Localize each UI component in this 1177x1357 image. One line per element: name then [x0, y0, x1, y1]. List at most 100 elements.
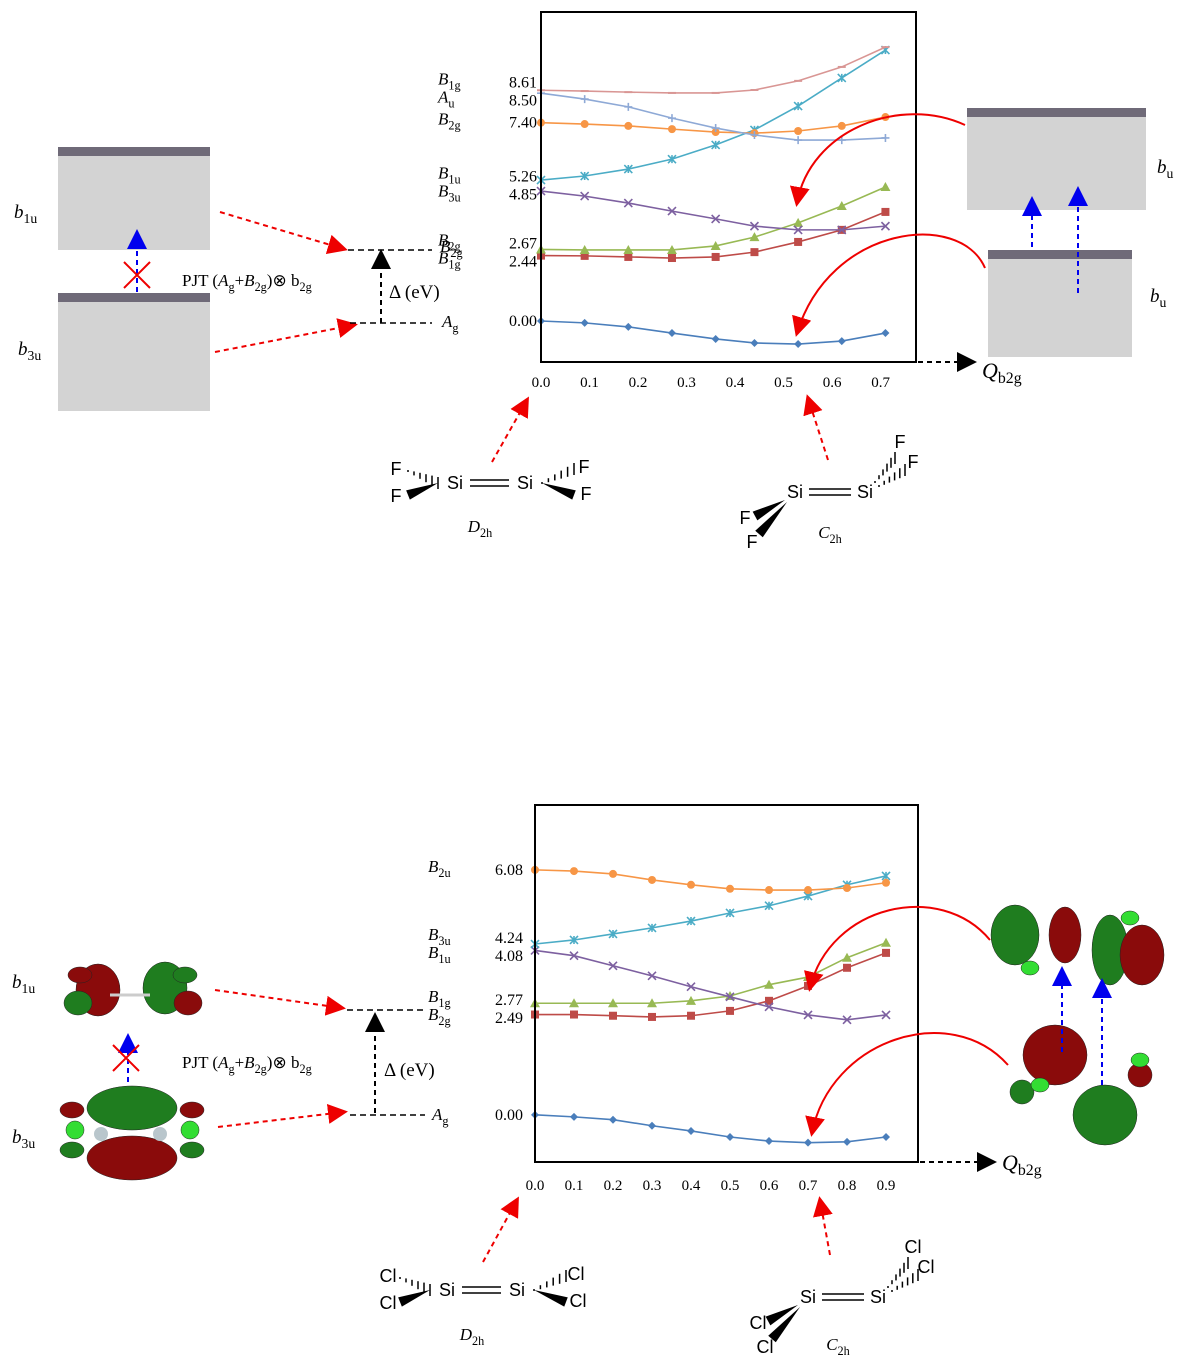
atom-label: F	[908, 452, 919, 472]
text-part: +	[235, 271, 245, 290]
point	[609, 1116, 617, 1124]
orbital-image-edge	[58, 293, 210, 302]
x-tick-label: 0.6	[823, 375, 842, 391]
arrow	[215, 990, 342, 1008]
curved-arrow	[812, 1033, 1008, 1133]
text-part: D	[467, 517, 481, 536]
point	[838, 337, 846, 345]
orbital-lobe	[1131, 1053, 1149, 1067]
point	[668, 329, 676, 337]
value-label: 8.61	[509, 75, 537, 92]
point	[837, 201, 847, 210]
text-part: )⊗ b	[267, 271, 300, 290]
text-part: g	[442, 1114, 448, 1128]
x-tick-label: 0.0	[526, 1178, 545, 1194]
x-tick-label: 0.5	[774, 375, 793, 391]
text-part: 3u	[22, 1136, 36, 1151]
series-line	[541, 191, 885, 230]
label: b3u	[12, 1127, 35, 1151]
atom	[94, 1127, 108, 1141]
text-part: b	[1157, 157, 1167, 178]
label: Qb2g	[982, 358, 1022, 387]
arrow	[215, 325, 354, 352]
text-part: B	[428, 1005, 439, 1024]
x-tick-label: 0.4	[682, 1178, 701, 1194]
text-part: B	[428, 857, 439, 876]
label: C2h	[826, 1335, 850, 1357]
point	[794, 340, 802, 348]
label: D2h	[467, 517, 493, 540]
orbital-lobe	[174, 991, 202, 1015]
text-part: B	[438, 182, 449, 201]
arrow	[492, 400, 527, 462]
point	[750, 248, 758, 256]
orbital-image	[967, 108, 1146, 210]
label: Ag	[441, 312, 459, 335]
value-label: 5.26	[509, 169, 537, 186]
text-part: B	[438, 164, 449, 183]
state-label: B2u	[428, 857, 451, 880]
text-part: 2g	[255, 1062, 267, 1076]
text-part: 2g	[299, 1062, 311, 1076]
text-part: 1u	[24, 211, 38, 226]
point	[624, 253, 632, 261]
atom-label: F	[579, 457, 590, 477]
point	[687, 881, 695, 889]
atom-label: Cl	[568, 1264, 585, 1284]
point	[687, 1012, 695, 1020]
point	[581, 120, 589, 128]
point	[726, 885, 734, 893]
text-part: A	[217, 1053, 229, 1072]
value-label: 4.08	[495, 948, 523, 965]
orbital-lobe	[1023, 1025, 1087, 1085]
point	[648, 1122, 656, 1130]
orbital-lobe	[66, 1121, 84, 1139]
text-part: b	[1150, 286, 1160, 307]
text-part: B	[438, 70, 449, 89]
point	[687, 1127, 695, 1135]
orbital-lobe	[1049, 907, 1081, 963]
x-tick-label: 0.4	[726, 375, 745, 391]
atom-label: Si	[509, 1280, 525, 1300]
atom	[153, 1127, 167, 1141]
series-line	[535, 943, 886, 1003]
point	[843, 964, 851, 972]
series-line	[541, 47, 885, 93]
text-part: 2h	[830, 532, 842, 546]
arrow	[483, 1200, 517, 1262]
text-part: B	[428, 943, 439, 962]
x-tick-label: 0.6	[760, 1178, 779, 1194]
text-part: 2h	[838, 1344, 850, 1357]
point	[570, 1113, 578, 1121]
point	[881, 208, 889, 216]
atom-label: Si	[517, 473, 533, 493]
orbital-lobe	[87, 1086, 177, 1130]
text-part: 2g	[450, 246, 462, 260]
text-part: 3u	[438, 934, 450, 948]
atom-label: Cl	[380, 1293, 397, 1313]
value-label: 6.08	[495, 862, 523, 879]
state-label: B2g	[438, 110, 461, 133]
point	[648, 876, 656, 884]
arrow	[808, 398, 828, 460]
bond	[534, 1290, 568, 1307]
value-label: 4.24	[495, 930, 523, 947]
point	[712, 141, 720, 149]
orbital-lobe	[60, 1142, 84, 1158]
x-tick-label: 0.7	[799, 1178, 818, 1194]
text-part: A	[441, 312, 453, 331]
point	[765, 1137, 773, 1145]
text-part: A	[217, 271, 229, 290]
orbital-image-edge	[988, 250, 1132, 259]
text-part: B	[428, 987, 439, 1006]
atom-label: F	[391, 459, 402, 479]
text-part: 2u	[438, 866, 450, 880]
point	[881, 329, 889, 337]
series-line	[535, 953, 886, 1017]
text-part: 2h	[480, 526, 492, 540]
atom-label: F	[581, 484, 592, 504]
text-part: 2h	[472, 1334, 484, 1348]
series-line	[535, 1115, 886, 1143]
label: bu	[1150, 286, 1167, 310]
x-tick-label: 0.8	[838, 1178, 857, 1194]
